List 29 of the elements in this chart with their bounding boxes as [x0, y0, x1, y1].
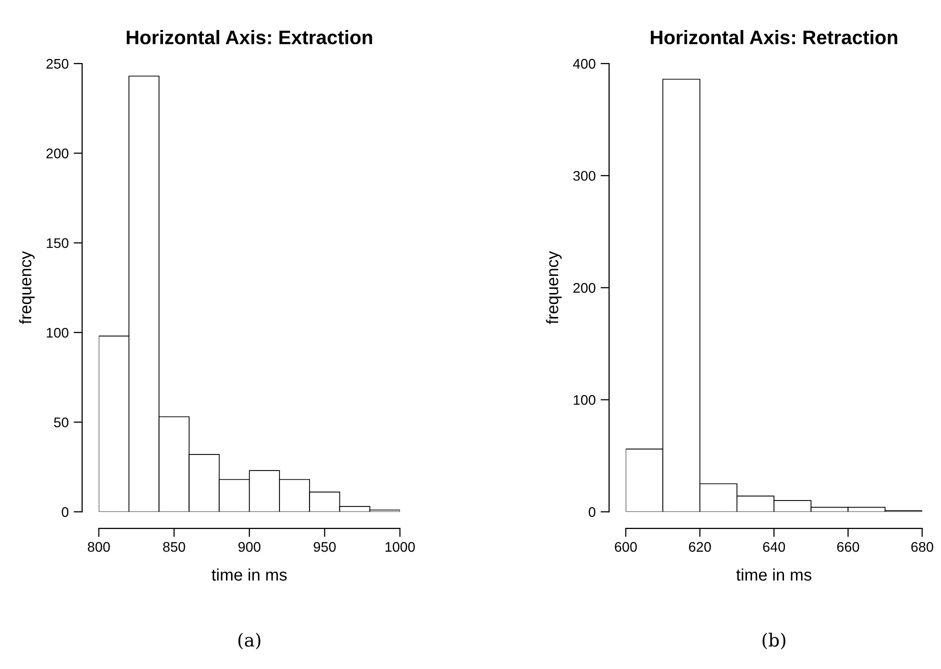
x-tick-label: 950 — [314, 542, 336, 552]
x-tick-label: 680 — [911, 542, 934, 552]
x-tick-label: 640 — [763, 542, 786, 552]
y-tick-label: 400 — [573, 58, 596, 69]
x-axis-title: time in ms — [212, 568, 287, 581]
x-tick-label: 900 — [238, 542, 260, 552]
y-tick-label: 300 — [573, 170, 596, 181]
y-tick-label: 0 — [588, 507, 596, 517]
y-tick-label: 150 — [46, 238, 68, 248]
text: (a) — [238, 632, 260, 650]
y-axis-title: frequency — [19, 251, 35, 324]
x-tick-label: 1000 — [386, 542, 415, 552]
x-tick-label: 600 — [614, 542, 637, 552]
x-tick-label: 620 — [688, 542, 711, 552]
x-axis-title: time in ms — [736, 568, 812, 581]
y-tick-label: 250 — [46, 58, 68, 69]
y-axis-title: frequency — [546, 251, 562, 324]
y-tick-label: 0 — [62, 507, 68, 517]
x-tick-label: 660 — [837, 542, 860, 552]
chart-title: Horizontal Axis: Extraction — [126, 30, 372, 44]
x-tick-label: 850 — [163, 542, 186, 552]
x-tick-label: 800 — [88, 542, 110, 552]
y-tick-label: 100 — [574, 395, 596, 405]
y-tick-label: 50 — [54, 417, 68, 428]
y-tick-label: 200 — [573, 283, 596, 293]
text: (b) — [762, 632, 786, 650]
y-tick-label: 100 — [46, 328, 68, 338]
y-tick-label: 200 — [46, 148, 68, 158]
chart-title: Horizontal Axis: Retraction — [650, 30, 898, 44]
